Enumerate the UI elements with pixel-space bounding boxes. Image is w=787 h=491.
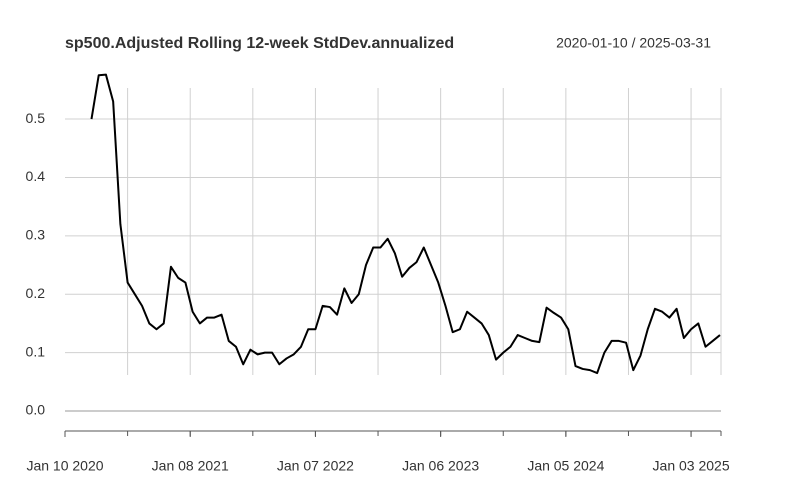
x-tick-label: Jan 06 2023 (402, 458, 479, 474)
x-tick-label: Jan 05 2024 (527, 458, 604, 474)
x-tick-label: Jan 08 2021 (152, 458, 229, 474)
data-line (90, 73, 721, 375)
x-tick-label: Jan 07 2022 (277, 458, 354, 474)
y-tick-label: 0.1 (26, 343, 46, 359)
y-tick-label: 0.2 (26, 285, 46, 301)
y-tick-label: 0.0 (26, 402, 46, 418)
date-range: 2020-01-10 / 2025-03-31 (556, 35, 711, 51)
y-tick-label: 0.5 (26, 110, 46, 126)
x-tick-label: Jan 10 2020 (26, 458, 103, 474)
x-tick-label: Jan 03 2025 (653, 458, 730, 474)
chart-title: sp500.Adjusted Rolling 12-week StdDev.an… (65, 35, 454, 52)
y-tick-label: 0.3 (26, 227, 46, 243)
y-tick-label: 0.4 (26, 168, 46, 184)
